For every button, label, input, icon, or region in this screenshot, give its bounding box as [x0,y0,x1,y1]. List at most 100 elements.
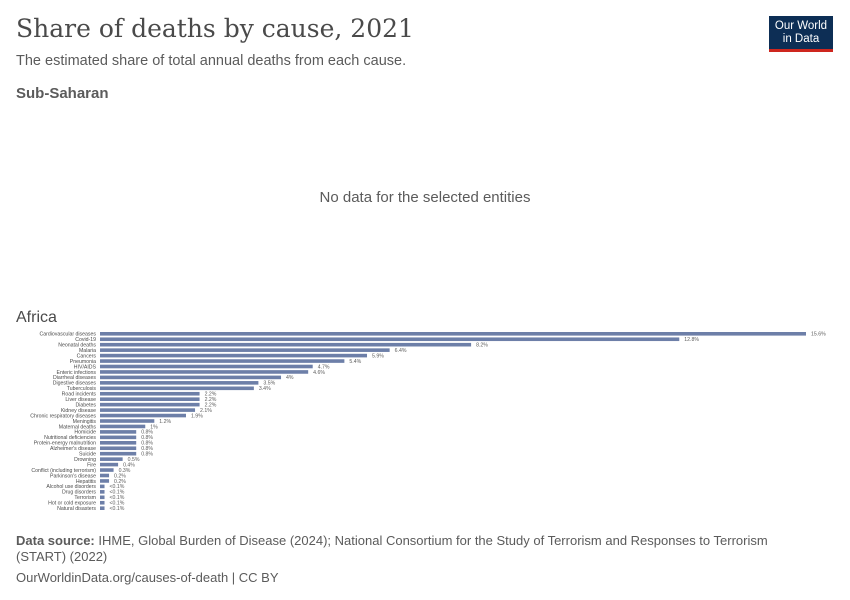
category-label: Diarrheal diseases [53,375,96,381]
value-label: 0.8% [141,452,153,458]
bar[interactable] [100,473,110,478]
bar[interactable] [100,370,309,374]
category-label: Kidney disease [61,408,96,414]
category-label: Conflict (including terrorism) [31,468,96,474]
value-label: 0.2% [114,479,126,485]
bar[interactable] [100,397,200,401]
panel-title-africa: Africa [16,309,57,326]
value-label: <0.1% [110,501,125,507]
value-label: 0.8% [141,446,153,452]
value-label: 0.8% [141,430,153,436]
category-label: Fire [87,462,96,468]
owid-logo[interactable]: Our World in Data [769,16,833,52]
value-label: 0.8% [141,441,153,447]
chart-title: Share of deaths by cause, 2021 [16,14,414,43]
value-label: 2.1% [200,408,212,414]
value-label: <0.1% [110,506,125,512]
source-url-link[interactable]: OurWorldinData.org/causes-of-death | CC … [16,570,279,585]
category-label: Terrorism [74,495,96,501]
category-label: Natural disasters [57,506,96,512]
value-label: 15.6% [811,332,826,338]
logo-line-1: Our World [774,20,828,32]
category-label: Nutritional deficiencies [44,435,96,441]
data-source: Data source: IHME, Global Burden of Dise… [16,533,816,565]
bar[interactable] [100,348,390,352]
category-label: Pneumonia [70,359,96,365]
value-label: 4.7% [318,364,330,370]
bar[interactable] [100,468,114,472]
bar[interactable] [100,337,680,342]
category-label: Cardiovascular diseases [39,332,96,338]
category-label: Parkinson's disease [50,473,96,479]
category-label: Drowning [74,457,96,463]
data-source-label: Data source: [16,533,95,548]
bar[interactable] [100,446,137,451]
category-label: Cancers [77,353,97,359]
bar[interactable] [100,435,137,440]
bar-chart: Cardiovascular diseases 15.6% Covid-19 12.8… [30,332,826,512]
bar[interactable] [100,490,105,494]
bar[interactable] [100,462,119,467]
category-label: Drug disorders [62,490,96,496]
value-label: 4% [286,375,294,381]
category-label: Tuberculosis [67,386,97,392]
bar[interactable] [100,506,105,510]
value-label: 6.4% [395,348,407,354]
bar[interactable] [100,408,196,412]
value-label: 0.3% [119,468,131,474]
bar[interactable] [100,479,110,483]
value-label: 5.4% [349,359,361,365]
value-label: 0.8% [141,435,153,441]
bar[interactable] [100,332,806,336]
value-label: 3.4% [259,386,271,392]
value-label: <0.1% [110,495,125,501]
bar[interactable] [100,430,137,434]
value-label: 0.5% [128,457,140,463]
chart-subtitle: The estimated share of total annual deat… [16,53,407,69]
category-label: Homicide [74,430,96,436]
category-label: Digestive diseases [53,381,97,387]
bar[interactable] [100,381,259,385]
bar[interactable] [100,375,282,380]
category-label: Hepatitis [76,479,97,485]
bar[interactable] [100,359,345,363]
value-label: <0.1% [110,484,125,490]
bar[interactable] [100,457,123,461]
category-label: Protein-energy malnutrition [34,441,96,447]
value-label: 2.2% [205,402,217,408]
bar[interactable] [100,495,105,500]
category-label: Enteric infections [56,370,96,376]
category-label: Malaria [79,348,96,354]
bar[interactable] [100,441,137,445]
category-label: Meningitis [73,419,97,425]
value-label: 1.9% [191,413,203,419]
value-label: 1.2% [159,419,171,425]
category-label: Alzheimer's disease [50,446,96,452]
bar[interactable] [100,424,146,429]
bar[interactable] [100,391,200,396]
value-label: 12.8% [684,337,699,343]
logo-line-2: in Data [782,33,820,45]
bar[interactable] [100,342,472,347]
bar[interactable] [100,500,105,505]
bar[interactable] [100,484,105,489]
bar[interactable] [100,364,313,369]
value-label: 4.6% [313,370,325,376]
bar[interactable] [100,413,186,418]
category-label: Covid-19 [75,337,96,343]
bar[interactable] [100,419,155,423]
category-label: Maternal deaths [59,424,97,430]
bar[interactable] [100,386,254,391]
data-source-text: IHME, Global Burden of Disease (2024); N… [16,533,768,564]
category-label: Alcohol use disorders [46,484,96,490]
bar[interactable] [100,402,200,407]
bar[interactable] [100,353,368,358]
value-label: 5.9% [372,353,384,359]
bar[interactable] [100,451,137,456]
value-label: 0.2% [114,473,126,479]
category-label: Hot or cold exposure [48,501,96,507]
category-label: Chronic respiratory diseases [30,413,96,419]
panel-title-sub-saharan: Sub-Saharan [16,85,109,102]
category-label: Liver disease [65,397,96,403]
category-label: Road incidents [62,392,97,398]
